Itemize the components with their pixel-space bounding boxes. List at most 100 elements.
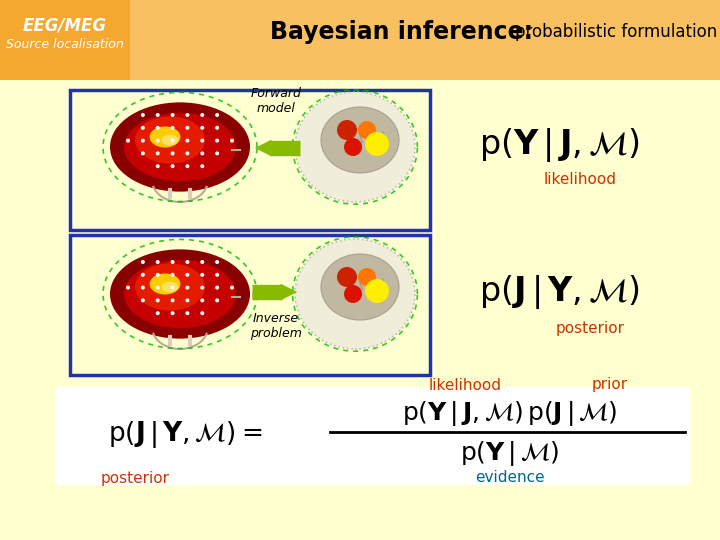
Circle shape xyxy=(215,113,219,117)
Text: Source localisation: Source localisation xyxy=(6,38,124,51)
Text: $\mathrm{p}(\mathbf{J}\,|\,\mathbf{Y},\mathcal{M})$: $\mathrm{p}(\mathbf{J}\,|\,\mathbf{Y},\m… xyxy=(480,273,641,311)
Ellipse shape xyxy=(321,254,399,320)
Circle shape xyxy=(141,139,145,143)
Circle shape xyxy=(156,126,160,130)
Ellipse shape xyxy=(321,107,399,173)
Circle shape xyxy=(200,113,204,117)
FancyBboxPatch shape xyxy=(0,0,130,80)
Circle shape xyxy=(215,126,219,130)
Text: $\mathrm{p}(\mathbf{Y}\,|\,\mathbf{J},\mathcal{M})\,\mathrm{p}(\mathbf{J}\,|\,\m: $\mathrm{p}(\mathbf{Y}\,|\,\mathbf{J},\m… xyxy=(402,399,618,428)
Circle shape xyxy=(365,132,389,156)
Ellipse shape xyxy=(150,273,181,294)
Ellipse shape xyxy=(135,117,205,164)
Circle shape xyxy=(230,139,234,143)
Circle shape xyxy=(126,139,130,143)
Text: posterior: posterior xyxy=(556,321,624,335)
Circle shape xyxy=(156,286,160,289)
Circle shape xyxy=(171,126,174,130)
Circle shape xyxy=(200,260,204,264)
Circle shape xyxy=(200,299,204,302)
Circle shape xyxy=(186,151,189,156)
Text: $\mathrm{p}(\mathbf{J}\,|\,\mathbf{Y},\mathcal{M}) =$: $\mathrm{p}(\mathbf{J}\,|\,\mathbf{Y},\m… xyxy=(108,420,262,450)
Ellipse shape xyxy=(124,260,236,328)
Ellipse shape xyxy=(150,126,181,147)
Text: evidence: evidence xyxy=(475,470,545,485)
Ellipse shape xyxy=(295,92,415,202)
Circle shape xyxy=(344,285,362,303)
Circle shape xyxy=(337,120,357,140)
Text: prior: prior xyxy=(592,377,628,393)
Circle shape xyxy=(141,299,145,302)
Circle shape xyxy=(156,139,160,143)
Text: posterior: posterior xyxy=(101,470,169,485)
Circle shape xyxy=(171,299,174,302)
Circle shape xyxy=(171,139,174,143)
Circle shape xyxy=(141,113,145,117)
Circle shape xyxy=(171,113,174,117)
Circle shape xyxy=(215,286,219,289)
Circle shape xyxy=(156,164,160,168)
Circle shape xyxy=(337,267,357,287)
Text: $\mathrm{p}(\mathbf{Y}\,|\,\mathcal{M})$: $\mathrm{p}(\mathbf{Y}\,|\,\mathcal{M})$ xyxy=(461,438,559,468)
Circle shape xyxy=(171,311,174,315)
Text: likelihood: likelihood xyxy=(544,172,616,187)
Ellipse shape xyxy=(161,135,179,145)
Circle shape xyxy=(215,273,219,277)
Text: Forward
model: Forward model xyxy=(251,87,302,115)
Circle shape xyxy=(156,273,160,277)
Circle shape xyxy=(156,151,160,156)
Ellipse shape xyxy=(135,264,205,310)
Circle shape xyxy=(200,286,204,289)
FancyBboxPatch shape xyxy=(55,387,690,485)
Circle shape xyxy=(215,299,219,302)
Circle shape xyxy=(200,126,204,130)
Circle shape xyxy=(141,286,145,289)
Text: Bayesian inference:: Bayesian inference: xyxy=(270,20,533,44)
Circle shape xyxy=(200,311,204,315)
Circle shape xyxy=(200,164,204,168)
Ellipse shape xyxy=(110,103,250,192)
Circle shape xyxy=(186,139,189,143)
Circle shape xyxy=(186,311,189,315)
Text: EEG/MEG: EEG/MEG xyxy=(23,16,107,34)
Circle shape xyxy=(171,151,174,156)
Text: $\mathrm{p}(\mathbf{Y}\,|\,\mathbf{J},\mathcal{M})$: $\mathrm{p}(\mathbf{Y}\,|\,\mathbf{J},\m… xyxy=(480,126,641,164)
Ellipse shape xyxy=(295,239,415,349)
Circle shape xyxy=(141,260,145,264)
Text: likelihood: likelihood xyxy=(428,377,502,393)
Circle shape xyxy=(215,151,219,156)
Circle shape xyxy=(141,126,145,130)
Circle shape xyxy=(186,164,189,168)
Circle shape xyxy=(186,299,189,302)
Circle shape xyxy=(186,126,189,130)
FancyBboxPatch shape xyxy=(70,90,430,230)
Circle shape xyxy=(171,260,174,264)
Circle shape xyxy=(230,286,234,289)
Circle shape xyxy=(215,260,219,264)
Ellipse shape xyxy=(110,249,250,339)
FancyBboxPatch shape xyxy=(0,0,720,80)
Circle shape xyxy=(186,113,189,117)
Circle shape xyxy=(156,260,160,264)
Circle shape xyxy=(200,139,204,143)
Circle shape xyxy=(126,286,130,289)
Ellipse shape xyxy=(161,282,179,292)
Circle shape xyxy=(365,279,389,303)
Circle shape xyxy=(171,286,174,289)
Circle shape xyxy=(186,286,189,289)
Circle shape xyxy=(358,121,376,139)
Circle shape xyxy=(141,273,145,277)
Circle shape xyxy=(358,268,376,286)
FancyBboxPatch shape xyxy=(70,235,430,375)
Circle shape xyxy=(171,273,174,277)
Ellipse shape xyxy=(124,113,236,181)
Circle shape xyxy=(171,164,174,168)
Circle shape xyxy=(186,260,189,264)
Circle shape xyxy=(156,299,160,302)
Circle shape xyxy=(156,311,160,315)
Circle shape xyxy=(186,273,189,277)
Text: Inverse
problem: Inverse problem xyxy=(250,312,302,340)
Circle shape xyxy=(200,273,204,277)
Circle shape xyxy=(156,113,160,117)
Circle shape xyxy=(141,151,145,156)
